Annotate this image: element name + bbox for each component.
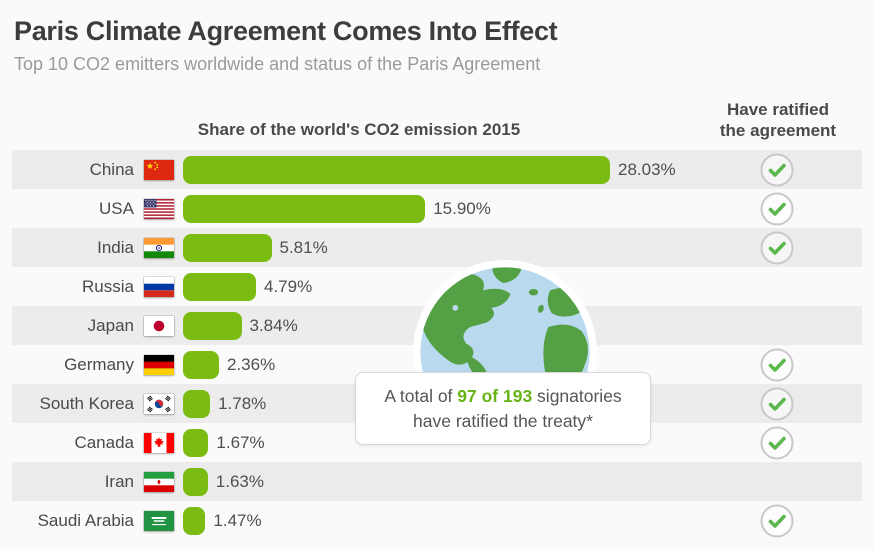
country-label: Iran <box>104 471 134 491</box>
ratified-count: 97 of 193 <box>457 385 533 406</box>
co2-share-value: 28.03% <box>618 159 676 179</box>
co2-share-bar <box>183 389 211 418</box>
table-row-iran: Iran 1.63% <box>12 462 862 501</box>
co2-share-value: 4.79% <box>264 276 313 296</box>
ratified-check-icon <box>760 426 794 460</box>
germany-flag-icon <box>144 354 174 375</box>
table-row-saudi-arabia: Saudi Arabia 1.47% <box>12 501 862 540</box>
co2-share-value: 15.90% <box>433 198 491 218</box>
share-column-header: Share of the world's CO2 emission 2015 <box>197 120 521 139</box>
table-row-canada: Canada 1.67% <box>12 423 862 462</box>
co2-share-bar <box>183 350 219 379</box>
country-label: Saudi Arabia <box>37 510 134 530</box>
table-row-russia: Russia 4.79% <box>12 267 862 306</box>
country-label: Russia <box>82 276 134 296</box>
co2-share-bar <box>183 233 272 262</box>
usa-flag-icon <box>144 198 174 219</box>
ratified-check-icon <box>760 192 794 226</box>
ratified-check-icon <box>760 153 794 187</box>
co2-share-bar <box>183 467 208 496</box>
ratified-check-icon <box>760 231 794 265</box>
country-label: India <box>97 237 134 257</box>
ratified-header-line1: Have ratified <box>726 100 830 119</box>
page-title: Paris Climate Agreement Comes Into Effec… <box>14 16 558 46</box>
country-label: Japan <box>87 315 134 335</box>
country-rows: China 28.03% USA 15.90% India 5.81% Russ… <box>12 150 862 540</box>
co2-share-bar <box>183 428 209 457</box>
ratified-check-icon <box>760 348 794 382</box>
co2-share-value: 1.63% <box>215 471 264 491</box>
table-row-india: India 5.81% <box>12 228 862 267</box>
ratified-check-icon <box>760 504 794 538</box>
ratified-check-icon <box>760 387 794 421</box>
country-label: South Korea <box>39 393 134 413</box>
co2-share-value: 2.36% <box>227 354 276 374</box>
japan-flag-icon <box>144 315 174 336</box>
co2-share-value: 1.67% <box>216 432 265 452</box>
table-row-usa: USA 15.90% <box>12 189 862 228</box>
country-label: USA <box>99 198 134 218</box>
ratified-header-line2: the agreement <box>719 120 837 140</box>
co2-share-bar <box>183 311 242 340</box>
co2-share-bar <box>183 272 256 301</box>
china-flag-icon <box>144 159 174 180</box>
tooltip-line2: have ratified the treaty* <box>413 410 593 431</box>
co2-share-value: 5.81% <box>279 237 328 257</box>
co2-share-value: 1.47% <box>213 510 262 530</box>
country-label: Germany <box>64 354 134 374</box>
co2-share-bar <box>183 194 426 223</box>
tooltip-line1: A total of 97 of 193 signatories <box>384 385 622 406</box>
canada-flag-icon <box>144 432 174 453</box>
country-label: China <box>89 159 134 179</box>
table-row-germany: Germany 2.36% <box>12 345 862 384</box>
ratified-column-header: Have ratified the agreement <box>690 100 866 141</box>
ratification-tooltip: A total of 97 of 193 signatories have ra… <box>355 372 651 445</box>
co2-share-value: 3.84% <box>249 315 298 335</box>
india-flag-icon <box>144 237 174 258</box>
page-subtitle: Top 10 CO2 emitters worldwide and status… <box>14 54 541 74</box>
co2-share-value: 1.78% <box>218 393 267 413</box>
country-label: Canada <box>74 432 134 452</box>
table-row-china: China 28.03% <box>12 150 862 189</box>
co2-share-bar <box>183 506 206 535</box>
south-korea-flag-icon <box>144 393 174 414</box>
iran-flag-icon <box>144 471 174 492</box>
co2-share-bar <box>183 155 610 184</box>
russia-flag-icon <box>144 276 174 297</box>
saudi-arabia-flag-icon <box>144 510 174 531</box>
